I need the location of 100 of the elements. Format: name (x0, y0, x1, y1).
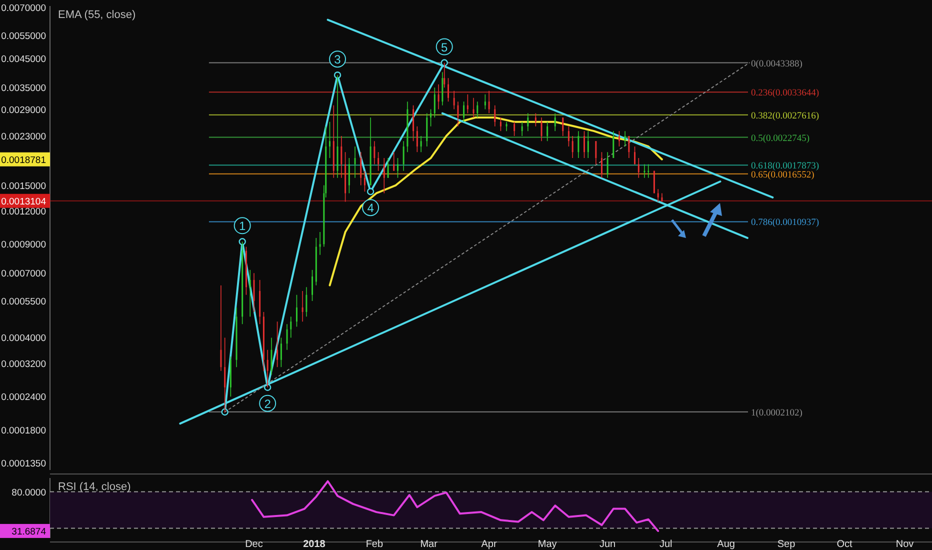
annotation: 1 (238, 219, 246, 234)
x-tick-label: 2018 (303, 539, 326, 550)
candlestick (412, 104, 414, 142)
candlestick (506, 121, 508, 132)
candlestick (444, 62, 446, 88)
y-tick-label: 0.0045000 (1, 54, 46, 66)
y-tick-label: 0.0055000 (1, 30, 46, 42)
annotation: 2 (264, 396, 272, 411)
x-tick-label: Jul (659, 539, 672, 550)
candlestick (442, 72, 444, 106)
y-tick-label: 80.0000 (12, 487, 46, 498)
candlestick (393, 152, 395, 172)
candlestick (438, 84, 440, 110)
x-tick-label: Apr (481, 539, 498, 550)
x-tick-label: Dec (245, 539, 263, 550)
candlestick (657, 188, 659, 202)
candlestick (606, 152, 608, 178)
candlestick (360, 152, 362, 186)
candlestick (249, 270, 251, 318)
x-tick-label: May (538, 539, 557, 550)
candlestick (302, 290, 304, 322)
candlestick (527, 112, 529, 132)
y-tick-label: 0.0001350 (1, 458, 46, 470)
candlestick (448, 78, 450, 102)
candlestick (534, 112, 536, 127)
x-tick-label: Nov (896, 539, 914, 550)
candlestick (554, 112, 556, 132)
candlestick (472, 98, 474, 118)
x-tick-label: Jun (600, 539, 616, 550)
y-tick-label: 0.0070000 (1, 3, 46, 14)
candlestick (546, 121, 548, 142)
candlestick (628, 136, 630, 158)
candlestick (426, 112, 428, 147)
candlestick (402, 140, 404, 172)
line-series (251, 480, 660, 532)
candlestick (587, 130, 589, 158)
candlestick (348, 158, 350, 194)
candlestick (253, 272, 255, 312)
x-tick-label: Oct (836, 539, 853, 550)
candlestick (463, 101, 465, 122)
candlestick (434, 87, 436, 118)
y-tick-label: 0.0005500 (1, 296, 46, 308)
ref-line-label: 0.0013104 (1, 196, 46, 208)
candlestick (618, 130, 620, 147)
candlestick (430, 108, 432, 127)
candlestick (364, 170, 366, 192)
candlestick (600, 152, 602, 178)
candlestick (420, 136, 422, 152)
candlestick (476, 101, 478, 118)
y-tick-label: 0.0015000 (1, 180, 46, 192)
y-tick-label: 0.0029000 (1, 104, 46, 116)
candlestick (312, 270, 314, 302)
candlestick (280, 337, 282, 368)
ref-line-label: 0.618(0.0017873) (751, 162, 820, 172)
annotation: EMA (55, close) (58, 9, 136, 21)
candlestick (494, 104, 496, 127)
candlestick (648, 164, 650, 178)
point (366, 188, 374, 196)
y-tick-label: 0.0007000 (1, 268, 46, 280)
candlestick (638, 158, 640, 178)
candlestick (378, 152, 380, 172)
y-tick-label: 0.0001800 (1, 425, 46, 436)
candlestick (329, 121, 331, 158)
x-tick-label: Feb (366, 539, 384, 550)
candlestick (540, 117, 542, 142)
annotation: 5 (441, 40, 448, 54)
candlestick (354, 146, 356, 178)
y-tick-label: 0.0003200 (1, 358, 46, 370)
candlestick (340, 136, 342, 178)
y-tick-label: 0.0012000 (1, 206, 46, 218)
candlestick (224, 337, 226, 412)
candlestick (276, 321, 278, 368)
ref-line-label: 0(0.0043388) (751, 59, 802, 70)
candlestick (500, 117, 502, 132)
candlestick (290, 316, 292, 338)
y-tick-label: 0.0023000 (1, 131, 46, 142)
candlestick (488, 90, 490, 114)
candlestick (484, 94, 486, 110)
candlestick (383, 158, 385, 194)
annotation: 3 (334, 52, 342, 67)
candlestick (634, 146, 636, 165)
candlestick (374, 140, 376, 165)
candlestick (514, 121, 516, 136)
y-tick-label: 0.0035000 (1, 83, 46, 94)
x-tick-label: Sep (777, 539, 796, 550)
candlestick (220, 284, 222, 372)
y-tick-label: 0.0002400 (1, 392, 46, 404)
candlestick (306, 286, 308, 318)
candlestick (624, 130, 626, 147)
candlestick (286, 324, 288, 350)
candlestick (568, 126, 570, 147)
y-tick-label: 0.0018781 (1, 154, 46, 166)
candlestick (612, 130, 614, 158)
candlestick (572, 136, 574, 158)
annotation: 4 (367, 201, 374, 216)
ref-line-label: 0.382(0.0027616) (751, 111, 820, 122)
ref-line-label: 0.786(0.0010937) (751, 218, 820, 228)
candlestick (266, 349, 268, 388)
candlestick (595, 140, 597, 165)
y-tick-label: 31.6874 (12, 526, 46, 538)
